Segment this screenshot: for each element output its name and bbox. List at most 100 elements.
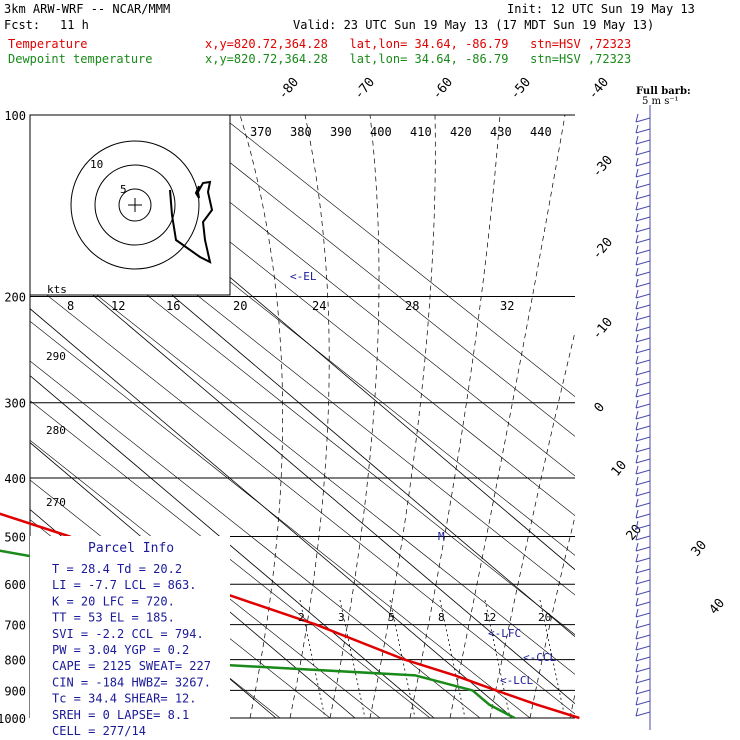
wind-barb	[635, 370, 651, 376]
init-time: Init: 12 UTC Sun 19 May 13	[507, 2, 695, 16]
hodo-ring-5: 5	[120, 183, 127, 196]
wind-barb-flag	[635, 322, 639, 332]
mixing-ratio-label-5: 5	[388, 611, 395, 624]
mixing-ratio-label-20: 20	[538, 611, 551, 624]
wind-barb	[635, 524, 651, 530]
hodograph: 5 10 kts	[29, 114, 231, 296]
fcst-value: 11 h	[60, 18, 89, 32]
mixing-ratio-label-2: 2	[298, 611, 305, 624]
pressure-label-400: 400	[4, 472, 26, 486]
mixing-ratio-label-3: 3	[338, 611, 345, 624]
temperature-legend: Temperature	[8, 37, 88, 51]
level-marker-2: <-CCL	[523, 651, 556, 664]
wind-barb-flag	[635, 498, 639, 508]
wind-barb-flag	[635, 542, 639, 552]
barb-key-line1: Full barb:	[636, 86, 691, 97]
wind-barb-flag	[635, 630, 639, 640]
wind-barb	[635, 150, 651, 156]
wind-barb-flag	[635, 564, 639, 574]
temp-tick-0: 0	[592, 400, 609, 416]
wind-barb	[635, 689, 651, 695]
wind-barb-flag	[635, 124, 639, 134]
upper-ratio-label-16: 16	[166, 299, 180, 313]
wind-barb-flag	[635, 509, 639, 519]
wind-barb-flag	[635, 443, 639, 453]
wind-barb-flag	[635, 179, 639, 189]
parcel-info-panel: Parcel Info T = 28.4 Td = 20.2 LI = -7.7 …	[30, 536, 230, 738]
wind-barb	[635, 227, 651, 233]
wind-barb	[635, 656, 651, 662]
wind-barb	[635, 403, 651, 409]
wind-barb	[635, 634, 651, 640]
wind-barb	[635, 601, 651, 607]
wind-barb-flag	[635, 586, 639, 596]
theta-label-380: 380	[290, 125, 312, 139]
wind-barb	[635, 315, 651, 321]
wind-barb	[635, 381, 651, 387]
wind-barb	[635, 678, 651, 684]
temp-tick--40: -40	[586, 75, 613, 103]
temp-tick-10: 10	[609, 458, 631, 480]
wind-barb	[635, 172, 651, 178]
temp-tick--20: -20	[590, 235, 617, 263]
wind-barb	[635, 447, 651, 453]
pressure-label-100: 100	[4, 109, 26, 123]
wind-barb	[635, 282, 651, 288]
wind-barb-flag	[635, 575, 639, 585]
theta-label-390: 390	[330, 125, 352, 139]
wind-barb	[635, 337, 651, 343]
wind-barb-flag	[635, 333, 639, 343]
parcel-row-4: SVI = -2.2 CCL = 794.	[52, 627, 204, 641]
dewpoint-legend: Dewpoint temperature	[8, 52, 153, 66]
wind-barb	[635, 359, 651, 365]
wind-barb-flag	[635, 278, 639, 288]
parcel-row-9: SREH = 0 LAPSE= 8.1	[52, 708, 189, 722]
wind-barb	[635, 348, 651, 354]
wind-barb-flag	[635, 267, 639, 277]
wind-barb-flag	[635, 201, 639, 211]
wind-barb-flag	[635, 619, 639, 629]
wind-barb-flag	[635, 388, 639, 398]
parcel-row-7: CIN = -184 HWBZ= 3267.	[52, 675, 211, 689]
wind-barb-flag	[635, 300, 639, 310]
wind-barb-flag	[635, 157, 639, 167]
wind-barb-flag	[635, 652, 639, 662]
parcel-row-3: TT = 53 EL = 185.	[52, 611, 175, 625]
wind-barb	[635, 304, 651, 310]
wind-barb	[635, 568, 651, 574]
pressure-label-200: 200	[4, 291, 26, 305]
wind-barb	[635, 216, 651, 222]
upper-ratio-label-8: 8	[67, 299, 74, 313]
temp-tick--80: -80	[276, 75, 303, 103]
wind-barb-flag	[635, 212, 639, 222]
temp-tick-40: 40	[707, 596, 729, 618]
pressure-label-300: 300	[4, 397, 26, 411]
wind-barb-flag	[635, 223, 639, 233]
wind-barb	[635, 469, 651, 475]
wind-barb	[635, 535, 651, 541]
wind-barb	[635, 293, 651, 299]
wind-barb	[635, 271, 651, 277]
wind-barb	[635, 414, 651, 420]
wind-barb-flag	[635, 421, 639, 431]
wind-barb-flag	[635, 707, 639, 717]
fcst-label: Fcst:	[4, 18, 41, 32]
wind-barb	[635, 623, 651, 629]
wind-barb-flag	[635, 531, 639, 541]
parcel-row-8: Tc = 34.4 SHEAR= 12.	[52, 692, 197, 706]
wind-barb	[635, 557, 651, 563]
wind-barb	[635, 612, 651, 618]
temp-tick--60: -60	[430, 75, 457, 103]
pressure-label-800: 800	[4, 654, 26, 668]
wind-barb	[635, 645, 651, 651]
wind-barb	[635, 260, 651, 266]
parcel-row-2: K = 20 LFC = 720.	[52, 594, 175, 608]
wind-barb-flag	[635, 399, 639, 409]
mixing-ratio-label-12: 12	[483, 611, 496, 624]
wind-barb-flag	[635, 432, 639, 442]
upper-ratio-label-20: 20	[233, 299, 247, 313]
wind-barb	[635, 458, 651, 464]
wind-barb	[635, 491, 651, 497]
wind-barb-flag	[635, 663, 639, 673]
wind-barb	[635, 249, 651, 255]
